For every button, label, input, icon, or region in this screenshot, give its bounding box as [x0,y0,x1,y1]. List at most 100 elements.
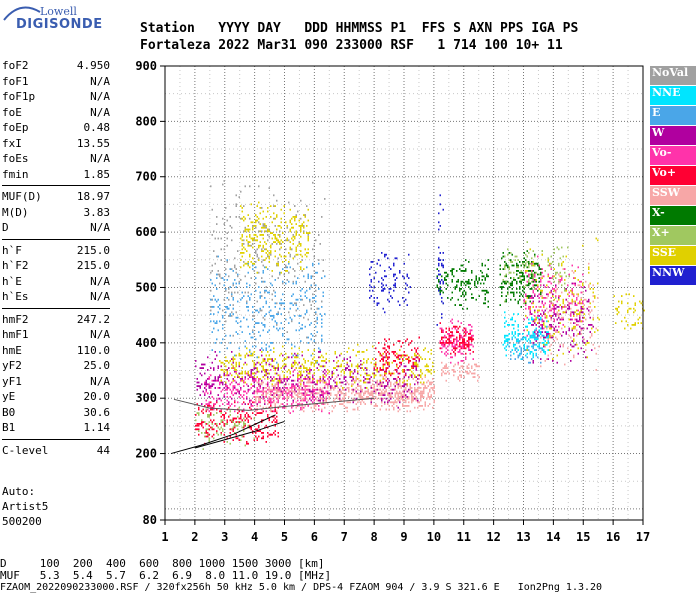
echo-point [231,363,233,366]
param-row: B0 30.6 [2,405,110,421]
echo-point [576,297,578,299]
echo-point [535,262,537,265]
echo-point [510,271,512,274]
echo-point [255,309,257,312]
echo-point [460,322,462,324]
echo-point [316,360,318,362]
echo-point [303,275,305,278]
echo-point [225,273,227,276]
echo-point [256,356,258,359]
echo-point [552,277,554,279]
echo-point [264,297,266,299]
echo-point [369,297,371,299]
echo-point [414,358,416,360]
echo-point [219,428,221,431]
echo-point [519,271,521,274]
echo-point [324,392,326,395]
echo-point [306,374,308,377]
echo-point [334,397,336,400]
echo-point [559,279,561,281]
echo-point [525,349,527,351]
echo-point [213,295,215,297]
echo-point [324,385,326,387]
echo-point [234,367,236,369]
echo-point [225,374,227,377]
echo-point [255,397,257,400]
echo-point [478,376,480,378]
echo-point [276,302,278,305]
echo-point [400,356,402,359]
echo-point [237,412,239,414]
echo-point [535,349,537,351]
echo-point [220,361,222,364]
echo-point [264,280,266,283]
echo-point [457,340,459,342]
echo-point [429,381,431,384]
echo-point [550,268,552,270]
echo-point [271,318,273,321]
echo-point [444,365,446,368]
echo-point [252,246,254,249]
echo-point [582,302,584,305]
echo-point [231,226,233,229]
echo-point [364,392,366,395]
echo-point [382,388,384,391]
echo-point [454,338,456,341]
echo-point [564,288,566,290]
echo-point [204,392,206,395]
echo-point [265,216,267,218]
echo-point [460,342,462,344]
echo-point [427,365,429,368]
echo-point [256,388,258,391]
echo-point [427,385,429,387]
echo-point [271,390,273,393]
echo-point [273,217,275,220]
echo-point [283,379,285,382]
echo-point [349,372,351,375]
echo-point [303,316,305,319]
echo-point [309,372,311,375]
echo-point [309,390,311,393]
echo-point [291,302,293,305]
echo-point [393,289,395,292]
echo-point [513,264,515,267]
echo-point [261,361,263,364]
echo-point [211,426,213,429]
echo-point [531,257,533,260]
echo-point [274,387,276,389]
echo-point [438,288,440,290]
echo-point [343,370,345,373]
echo-point [532,286,534,288]
echo-point [201,410,203,413]
echo-point [322,360,324,362]
echo-point [303,365,305,368]
echo-point [255,261,257,263]
echo-point [390,392,392,395]
echo-point [264,259,266,261]
echo-point [499,286,501,288]
echo-point [511,333,513,335]
echo-point [543,342,545,344]
echo-point [322,365,324,368]
param-label: MUF(D) [2,190,42,203]
echo-point [225,385,227,387]
echo-point [238,390,240,393]
echo-point [259,223,261,225]
echo-point [285,318,287,321]
echo-point [441,343,443,346]
echo-point [225,369,227,371]
echo-point [280,367,282,369]
echo-point [405,388,407,391]
echo-point [204,383,206,386]
echo-point [277,387,279,389]
echo-point [298,367,300,369]
echo-point [241,248,243,251]
echo-point [553,311,555,314]
echo-point [367,374,369,377]
echo-point [504,316,506,319]
echo-point [468,340,470,342]
echo-point [285,342,287,344]
echo-point [457,320,459,323]
echo-point [321,397,323,400]
echo-point [385,349,387,351]
